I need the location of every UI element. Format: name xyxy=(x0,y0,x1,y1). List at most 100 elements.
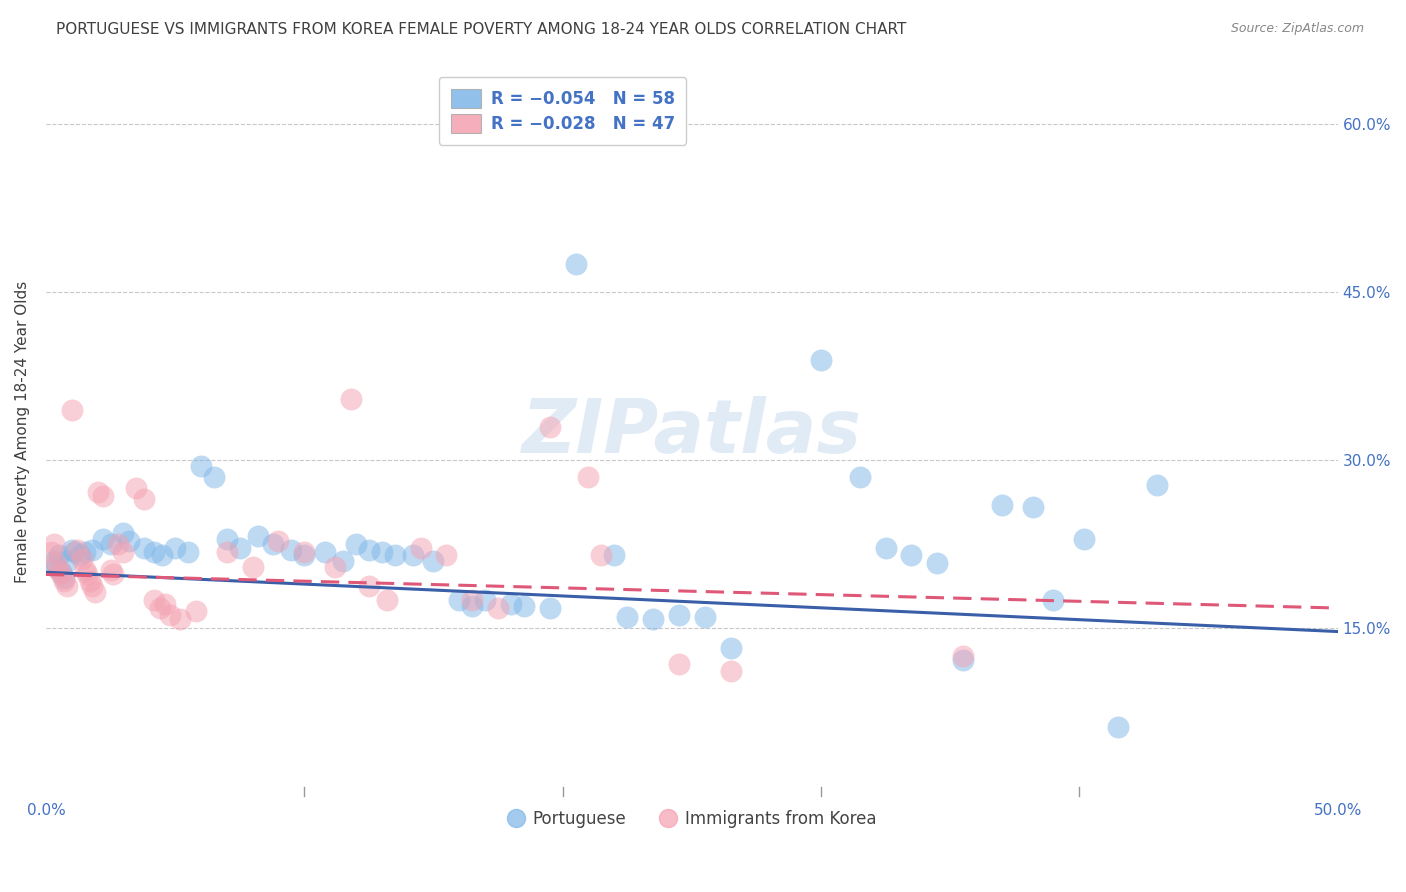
Point xyxy=(1146,478,1168,492)
Point xyxy=(153,597,176,611)
Point xyxy=(84,585,107,599)
Point xyxy=(1022,500,1045,515)
Point xyxy=(202,470,225,484)
Point xyxy=(143,545,166,559)
Point xyxy=(215,532,238,546)
Point xyxy=(693,610,716,624)
Point xyxy=(112,545,135,559)
Point xyxy=(513,599,536,613)
Point xyxy=(314,545,336,559)
Point xyxy=(952,652,974,666)
Point xyxy=(82,579,104,593)
Point xyxy=(45,556,67,570)
Point xyxy=(591,549,613,563)
Y-axis label: Female Poverty Among 18-24 Year Olds: Female Poverty Among 18-24 Year Olds xyxy=(15,281,30,583)
Point xyxy=(564,257,586,271)
Point xyxy=(177,545,200,559)
Point xyxy=(357,542,380,557)
Point xyxy=(323,559,346,574)
Point xyxy=(159,607,181,622)
Point xyxy=(292,549,315,563)
Point xyxy=(641,612,664,626)
Point xyxy=(499,597,522,611)
Point xyxy=(51,567,73,582)
Point xyxy=(409,541,432,555)
Point xyxy=(357,579,380,593)
Point xyxy=(578,470,600,484)
Point xyxy=(42,554,65,568)
Legend: Portuguese, Immigrants from Korea: Portuguese, Immigrants from Korea xyxy=(501,804,883,835)
Point xyxy=(39,545,62,559)
Point xyxy=(51,566,73,580)
Point xyxy=(332,554,354,568)
Point xyxy=(267,533,290,548)
Point xyxy=(79,574,101,589)
Point xyxy=(900,549,922,563)
Point xyxy=(280,542,302,557)
Point xyxy=(668,607,690,622)
Point xyxy=(927,556,949,570)
Point xyxy=(48,563,70,577)
Point xyxy=(474,593,496,607)
Point xyxy=(53,571,76,585)
Point xyxy=(991,498,1014,512)
Point xyxy=(91,489,114,503)
Point xyxy=(60,403,83,417)
Point xyxy=(449,593,471,607)
Point xyxy=(538,601,561,615)
Point xyxy=(603,549,626,563)
Point xyxy=(134,492,156,507)
Point xyxy=(1073,532,1095,546)
Point xyxy=(952,649,974,664)
Point xyxy=(384,549,406,563)
Text: Source: ZipAtlas.com: Source: ZipAtlas.com xyxy=(1230,22,1364,36)
Point xyxy=(112,526,135,541)
Point xyxy=(371,545,394,559)
Point xyxy=(149,601,172,615)
Point xyxy=(45,559,67,574)
Point xyxy=(125,481,148,495)
Point xyxy=(169,612,191,626)
Point xyxy=(53,574,76,589)
Point xyxy=(76,567,98,582)
Point xyxy=(1107,720,1129,734)
Point xyxy=(344,537,367,551)
Point xyxy=(143,593,166,607)
Text: PORTUGUESE VS IMMIGRANTS FROM KOREA FEMALE POVERTY AMONG 18-24 YEAR OLDS CORRELA: PORTUGUESE VS IMMIGRANTS FROM KOREA FEMA… xyxy=(56,22,907,37)
Point xyxy=(875,541,897,555)
Point xyxy=(1042,593,1064,607)
Point xyxy=(190,458,212,473)
Point xyxy=(150,549,173,563)
Point xyxy=(720,641,742,656)
Point xyxy=(55,579,77,593)
Point xyxy=(668,657,690,671)
Point xyxy=(73,563,96,577)
Point xyxy=(42,537,65,551)
Point xyxy=(486,601,509,615)
Text: ZIPatlas: ZIPatlas xyxy=(522,396,862,469)
Point xyxy=(262,537,284,551)
Point xyxy=(340,392,363,406)
Point xyxy=(100,537,122,551)
Point xyxy=(461,593,484,607)
Point xyxy=(91,532,114,546)
Point xyxy=(228,541,250,555)
Point xyxy=(184,604,207,618)
Point xyxy=(165,541,187,555)
Point xyxy=(810,352,832,367)
Point xyxy=(242,559,264,574)
Point xyxy=(848,470,870,484)
Point xyxy=(215,545,238,559)
Point xyxy=(117,533,139,548)
Point xyxy=(616,610,638,624)
Point xyxy=(402,549,425,563)
Point xyxy=(66,542,89,557)
Point xyxy=(434,549,457,563)
Point xyxy=(375,593,398,607)
Point xyxy=(63,545,86,559)
Point xyxy=(720,664,742,678)
Point xyxy=(246,529,269,543)
Point xyxy=(69,549,91,563)
Point xyxy=(86,484,108,499)
Point xyxy=(55,554,77,568)
